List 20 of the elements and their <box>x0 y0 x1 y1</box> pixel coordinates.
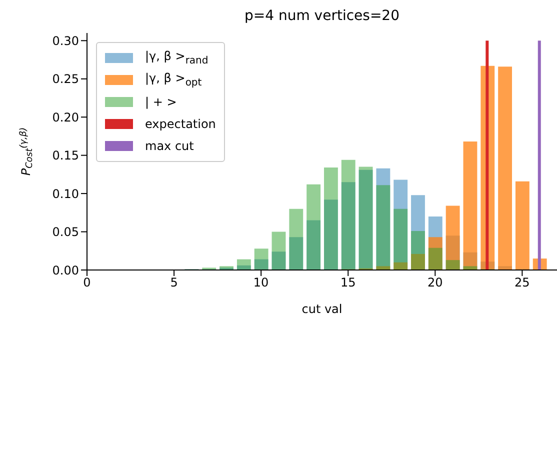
y-tick-label: 0.30 <box>52 34 79 48</box>
x-tick-label: 0 <box>83 276 91 290</box>
x-tick-label: 25 <box>514 276 530 290</box>
x-tick-label: 20 <box>428 276 443 290</box>
y-tick-label: 0.25 <box>52 72 79 86</box>
legend-label: expectation <box>145 117 216 131</box>
y-tick-label: 0.00 <box>52 263 79 278</box>
y-tick-label: 0.10 <box>52 186 79 201</box>
x-tick-label: 5 <box>170 276 178 290</box>
y-tick-label: 0.20 <box>52 110 79 124</box>
y-tick-label: 0.15 <box>52 148 79 163</box>
x-tick-label: 10 <box>253 276 269 290</box>
x-tick-label: 15 <box>340 276 356 290</box>
x-axis-title: cut val <box>302 302 342 316</box>
legend-label: | + > <box>145 95 177 109</box>
legend-label: max cut <box>145 139 194 153</box>
legend-label: |γ, β >$_{rand}$ <box>145 49 208 67</box>
legend-label: |γ, β >$_{opt}$ <box>145 71 202 89</box>
chart-title: p=4 num vertices=20 <box>244 8 400 24</box>
y-tick-label: 0.05 <box>52 225 79 240</box>
